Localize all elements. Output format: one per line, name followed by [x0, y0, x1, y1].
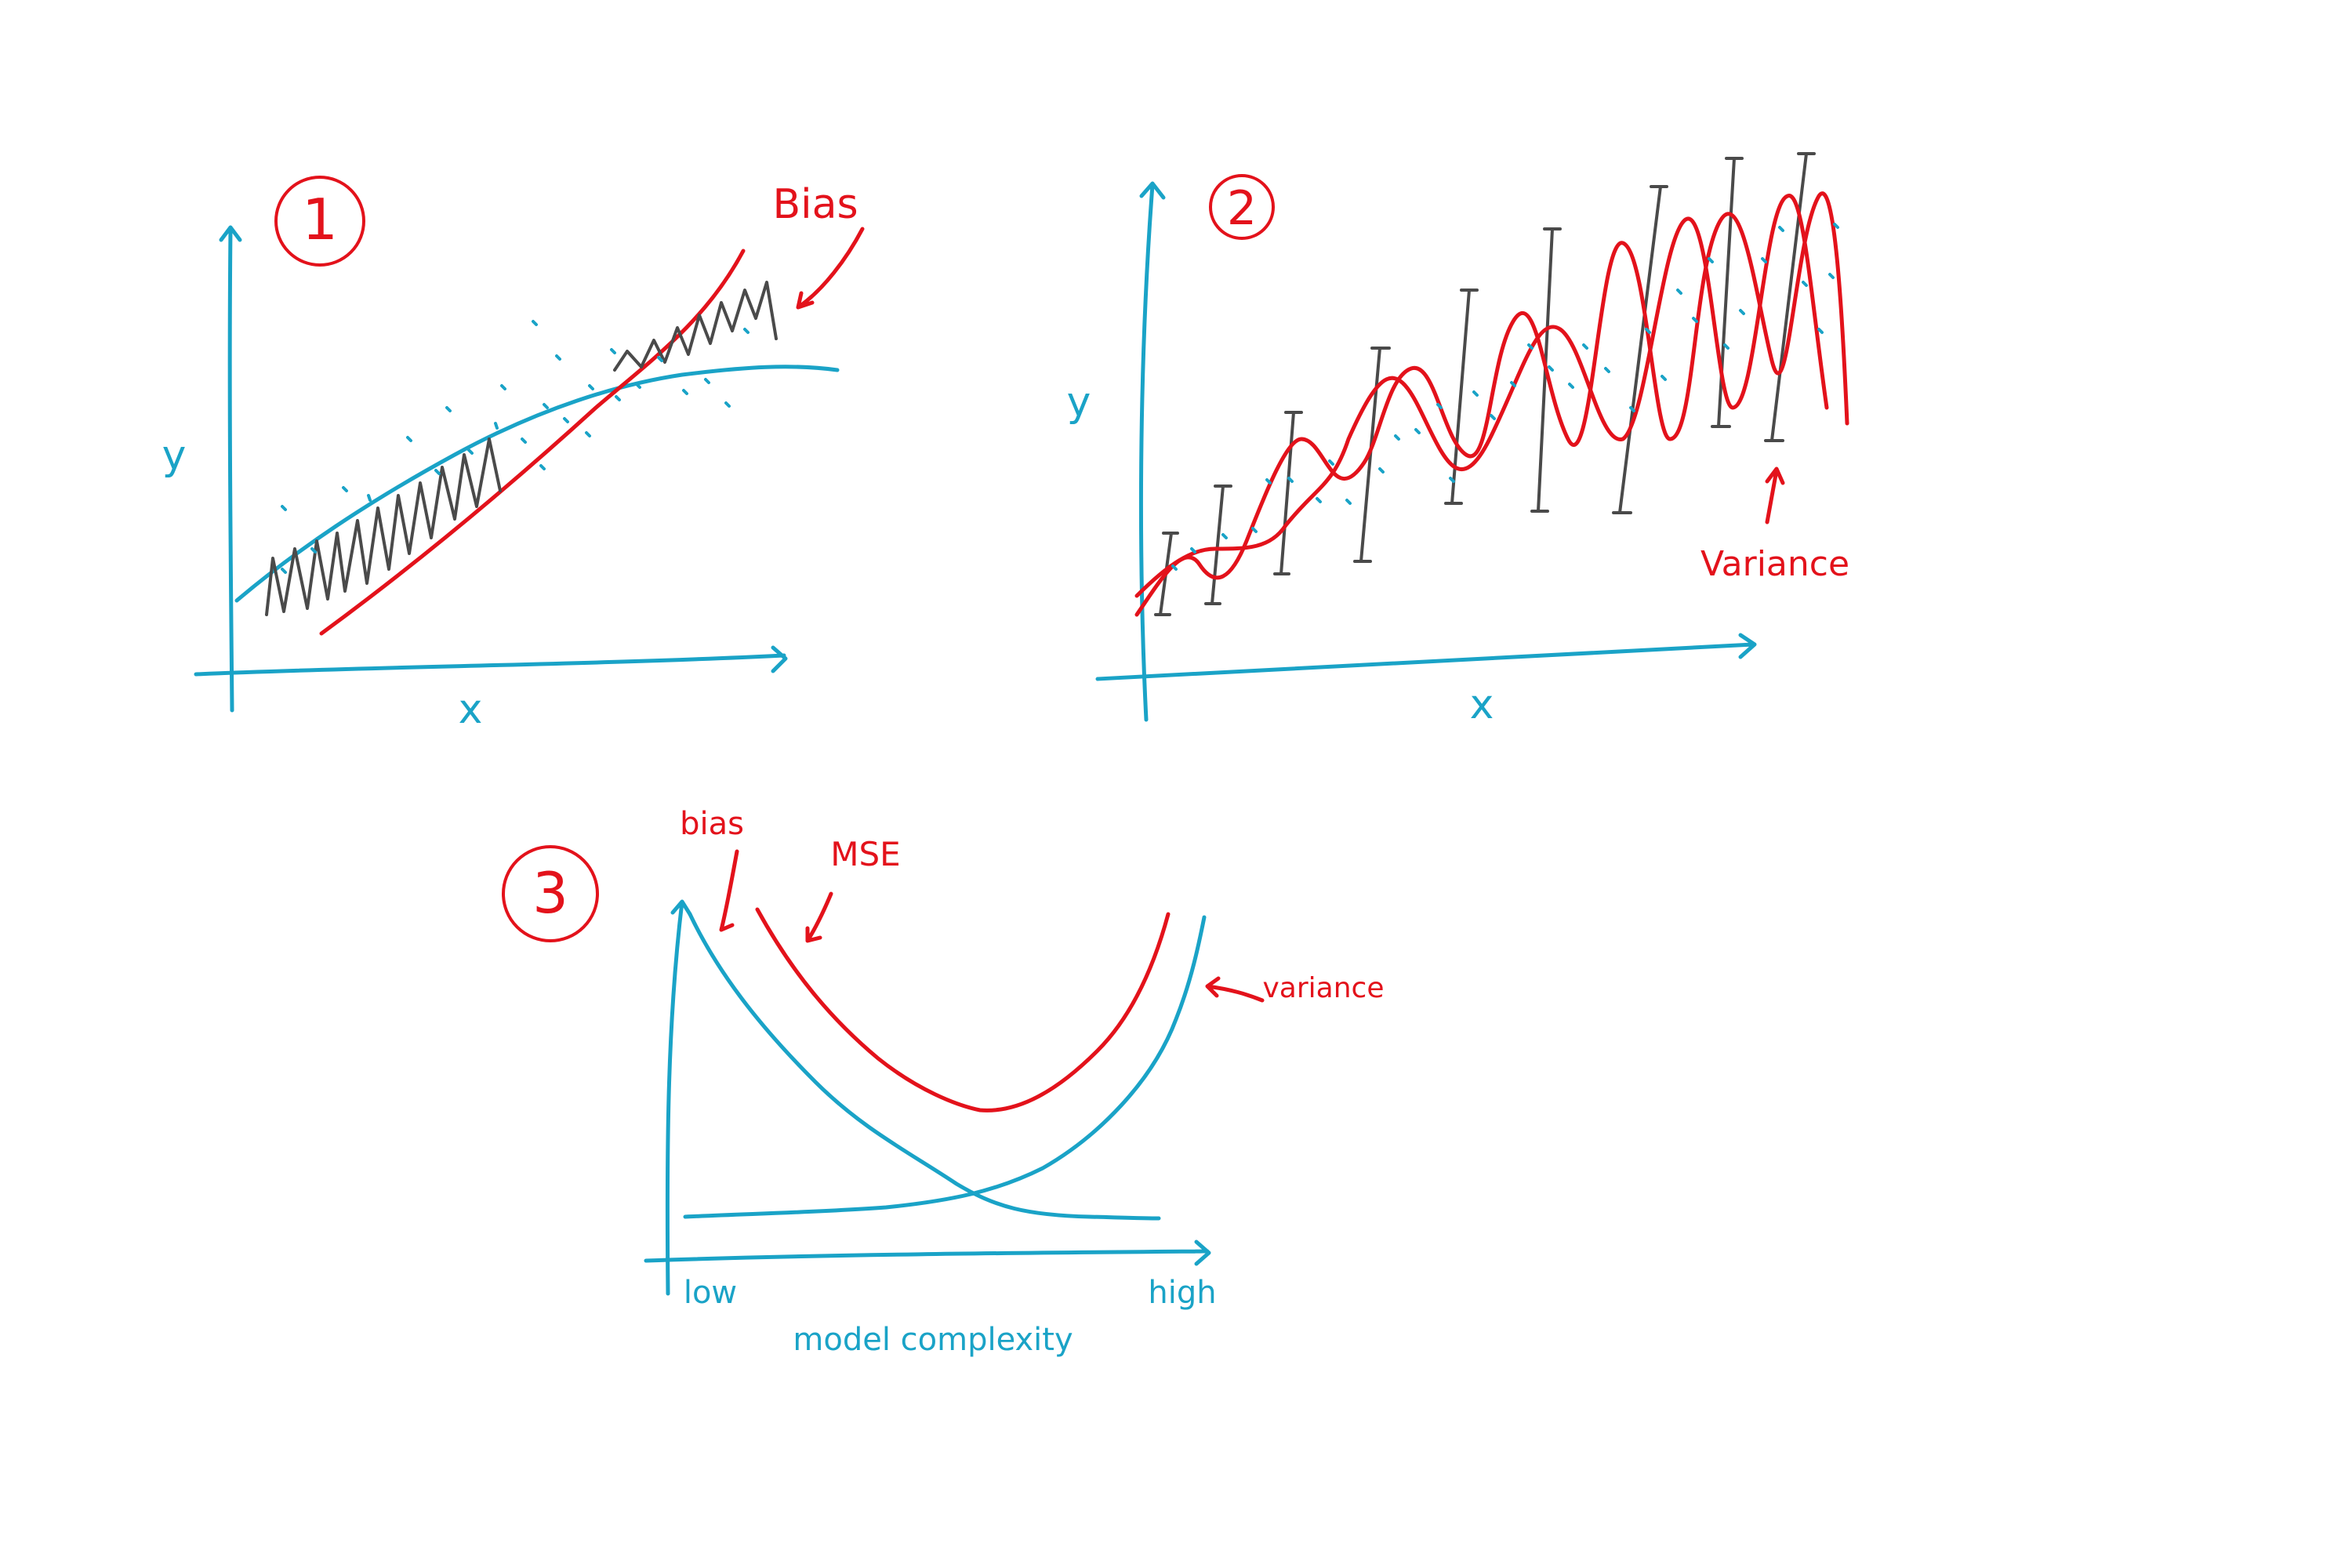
panel-3-number: 3: [532, 860, 568, 926]
panel-3-x-low: low: [684, 1275, 737, 1311]
panel-2-number: 2: [1227, 181, 1257, 236]
panel-3-bias-arrow: [721, 851, 737, 930]
panel-1-y-label: y: [162, 432, 187, 479]
panel-3-x-high: high: [1148, 1275, 1216, 1311]
panel-3-bias-curve: [690, 914, 1159, 1218]
panel-1-y-axis: [221, 227, 240, 710]
panel-1: 1 y x Bias: [162, 177, 862, 733]
panel-3-mse-arrow: [808, 894, 831, 941]
panel-3: 3 low high model complexity bias MSE var…: [503, 806, 1385, 1358]
panel-1-bias-hatch-right: [615, 282, 776, 370]
panel-1-bias-label: Bias: [772, 181, 858, 228]
panel-2-fitted-curve-b: [1137, 195, 1827, 596]
panel-3-bias-label: bias: [680, 806, 744, 842]
panel-3-y-axis: [667, 902, 690, 1294]
panel-3-variance-arrow: [1207, 978, 1262, 1000]
panel-2-x-axis: [1098, 635, 1755, 679]
panel-3-variance-label: variance: [1263, 972, 1385, 1004]
panel-1-scatter-points: [282, 321, 748, 572]
panel-3-mse-label: MSE: [830, 835, 900, 873]
panel-3-x-axis: [646, 1242, 1209, 1264]
panel-1-fitted-line: [321, 251, 743, 633]
panel-2-y-axis: [1141, 183, 1163, 720]
panel-2-x-label: x: [1470, 681, 1494, 728]
panel-2-scatter-points: [1173, 224, 1838, 569]
panel-1-x-label: x: [459, 686, 483, 733]
panel-1-x-axis: [196, 648, 786, 674]
panel-2: 2 y x Variance: [1067, 154, 1849, 728]
panel-3-variance-curve: [685, 917, 1204, 1217]
panel-3-x-label: model complexity: [793, 1322, 1073, 1358]
panel-1-number: 1: [302, 187, 338, 252]
panel-1-bias-arrow: [798, 229, 862, 307]
panel-2-y-label: y: [1067, 379, 1091, 426]
panel-2-variance-label: Variance: [1700, 544, 1849, 584]
panel-2-variance-arrow: [1767, 469, 1783, 522]
panel-1-true-curve: [237, 367, 837, 601]
